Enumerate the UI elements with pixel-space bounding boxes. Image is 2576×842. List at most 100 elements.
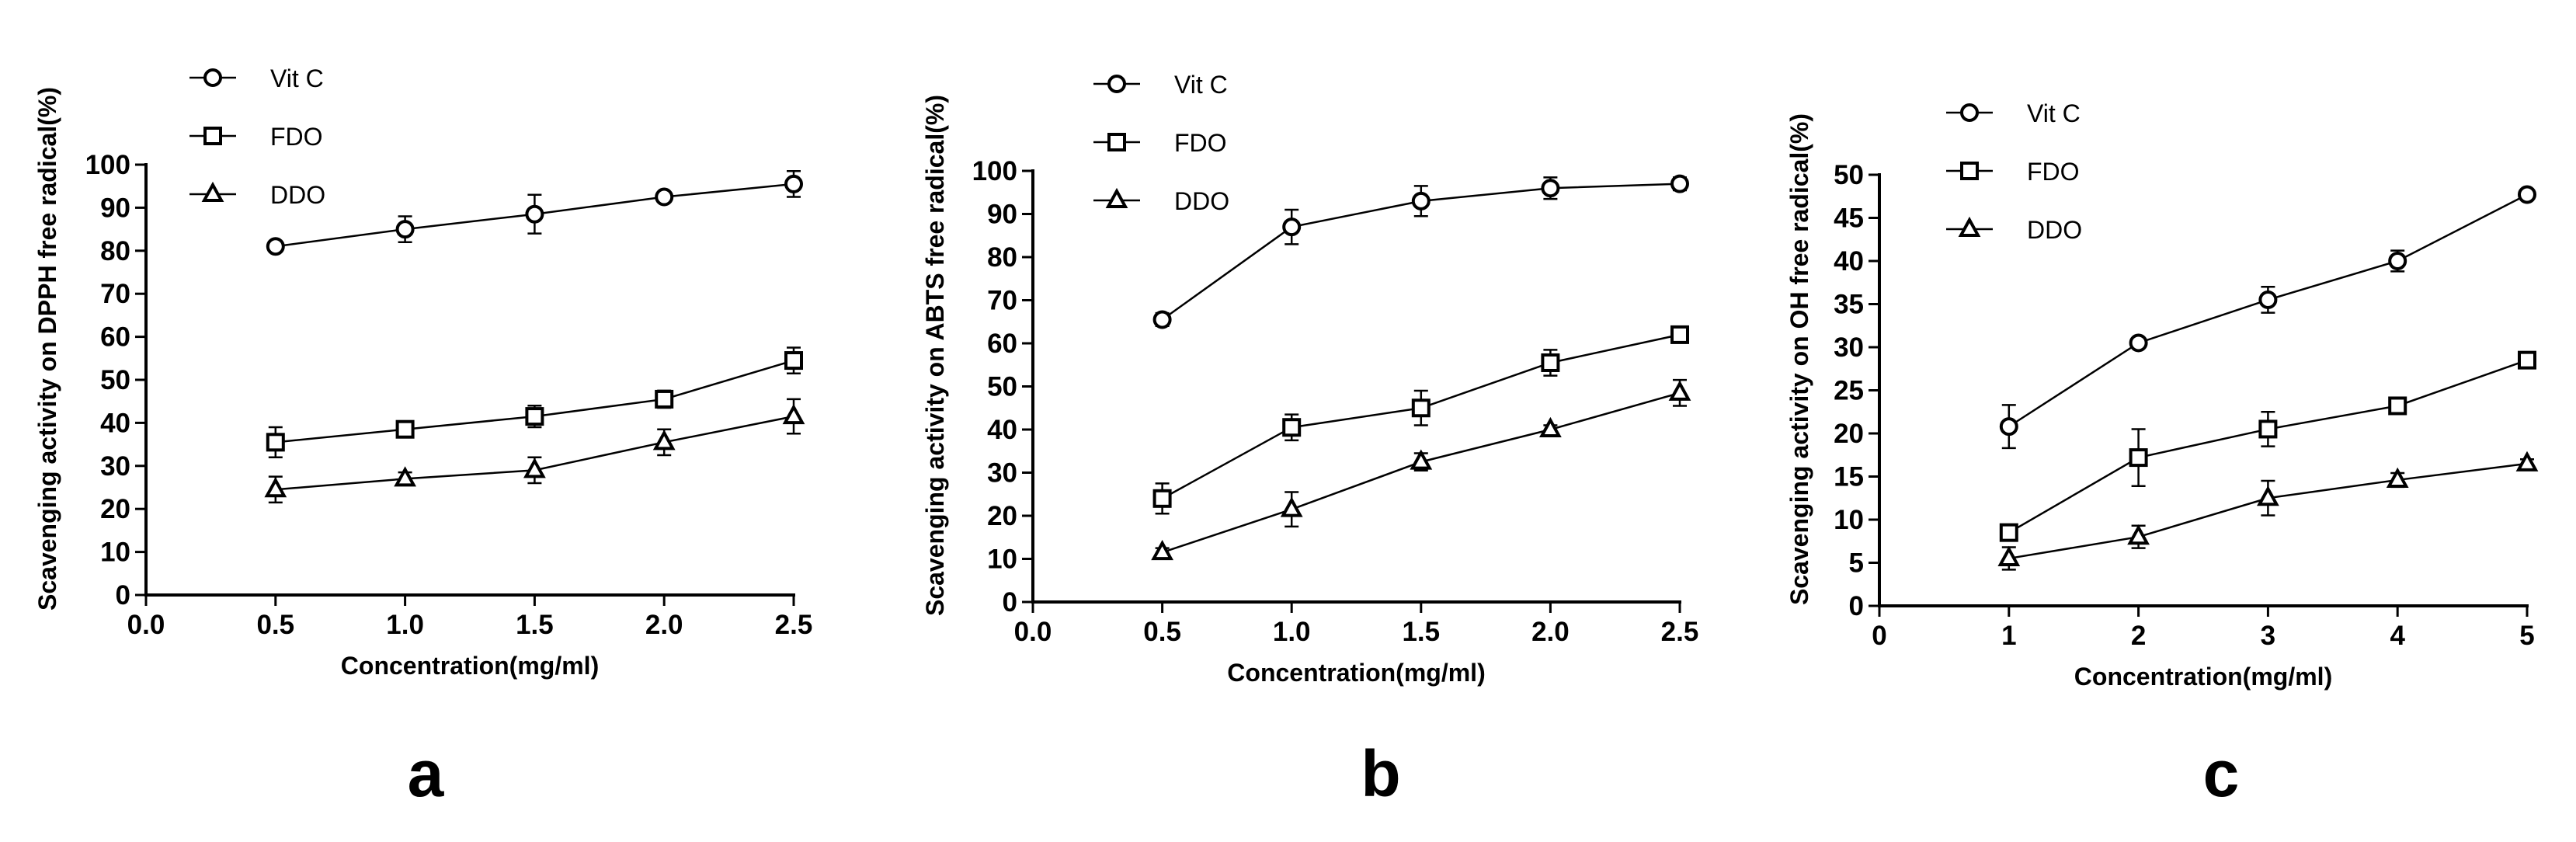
data-point [2257,485,2279,506]
legend-label: DDO [1174,187,1229,215]
x-tick-label: 0.5 [1143,617,1181,647]
y-tick-label: 45 [1834,204,1864,234]
y-tick-label: 25 [1834,376,1864,406]
x-tick-label: 3 [2261,621,2275,651]
x-tick-label: 4 [2390,621,2405,651]
x-axis-title: Concentration(mg/ml) [1227,659,1485,687]
data-point [1282,418,1302,437]
y-tick-label: 70 [100,279,130,309]
data-point [2127,524,2150,545]
data-point [1670,325,1689,344]
y-tick-label: 5 [1849,548,1864,579]
y-tick-label: 60 [987,329,1017,359]
y-tick-label: 50 [987,372,1017,402]
y-tick-label: 100 [972,156,1017,186]
data-point [2129,448,2148,468]
data-point [395,419,415,439]
y-tick-label: 100 [85,150,130,180]
data-point [525,407,544,426]
data-point [1670,174,1689,193]
data-point [2388,252,2407,270]
legend-marker [1107,75,1126,93]
y-tick-label: 30 [987,458,1017,489]
y-tick-label: 0 [1003,587,1017,618]
data-point [655,187,674,207]
legend-marker [1958,216,1981,237]
y-tick-label: 10 [100,538,130,568]
y-tick-label: 20 [100,494,130,524]
y-tick-label: 10 [1834,505,1864,535]
y-tick-label: 30 [100,451,130,482]
legend-label: Vit C [2027,99,2081,127]
x-tick-label: 1.0 [386,610,424,640]
x-tick-label: 1.5 [516,610,554,640]
data-point [2518,350,2536,370]
y-tick-label: 40 [100,408,130,438]
data-point [2388,396,2407,416]
legend-label: Vit C [1174,71,1228,99]
x-tick-label: 2.5 [775,610,813,640]
data-point [1668,380,1691,401]
x-tick-label: 5 [2519,621,2534,651]
data-point [1152,489,1172,508]
x-tick-label: 2.0 [1531,617,1570,647]
y-tick-label: 40 [1834,246,1864,277]
data-point [1280,496,1303,517]
legend-marker [1105,187,1128,208]
y-tick-label: 80 [987,242,1017,273]
y-tick-label: 30 [1834,332,1864,363]
data-point [1539,416,1562,437]
data-point [652,430,676,451]
y-axis-title: Scavenging activity on ABTS free radical… [921,95,949,616]
y-tick-label: 50 [1834,160,1864,190]
data-point [2258,419,2278,439]
data-point [1152,310,1172,329]
data-point [784,174,803,193]
data-point [1410,449,1433,470]
legend-marker [203,68,222,87]
y-tick-label: 90 [100,193,130,223]
series-vit-c: Vit C [1093,71,1689,329]
data-point [1151,540,1173,561]
legend-marker [1960,162,1979,180]
series-fdo: FDO [1946,158,2536,542]
data-point [266,237,285,256]
x-tick-label: 2.0 [645,610,683,640]
data-point [2258,290,2278,309]
legend-label: DDO [270,181,325,209]
x-tick-label: 1.5 [1402,617,1440,647]
panel-label: b [1361,737,1400,810]
legend-marker [1960,103,1979,122]
data-point [782,403,805,425]
x-tick-label: 2 [2131,621,2146,651]
series-fdo: FDO [189,123,803,458]
legend-marker [203,127,222,145]
data-point [2129,333,2148,353]
legend-label: FDO [270,123,323,151]
legend-label: FDO [1174,129,1227,157]
y-tick-label: 0 [1849,591,1864,621]
data-point [1541,179,1560,198]
y-tick-label: 35 [1834,290,1864,320]
panel-a: 0 10 20 30 40 50 60 70 80 90 100 0.0 0.5 1.0 1.5 2.0 2.5… [33,64,812,810]
x-tick-label: 0.0 [127,610,165,640]
x-tick-label: 0.5 [256,610,294,640]
data-point [655,389,674,409]
legend-marker [201,181,224,202]
data-point [1997,545,2021,566]
y-tick-label: 90 [987,200,1017,230]
y-tick-label: 20 [987,501,1017,531]
y-tick-label: 70 [987,286,1017,316]
y-tick-label: 10 [987,545,1017,575]
data-point [1999,523,2018,542]
legend-label: DDO [2027,216,2082,244]
y-tick-label: 80 [100,236,130,266]
panel-b: 0 10 20 30 40 50 60 70 80 90 100 0.0 0.5 1.0 1.5 2.0 2.5… [921,71,1698,810]
data-point [394,466,416,487]
series-ddo: DDO [1946,216,2539,571]
data-point [1999,417,2018,437]
legend-marker [1107,133,1126,151]
x-tick-label: 0.0 [1014,617,1052,647]
